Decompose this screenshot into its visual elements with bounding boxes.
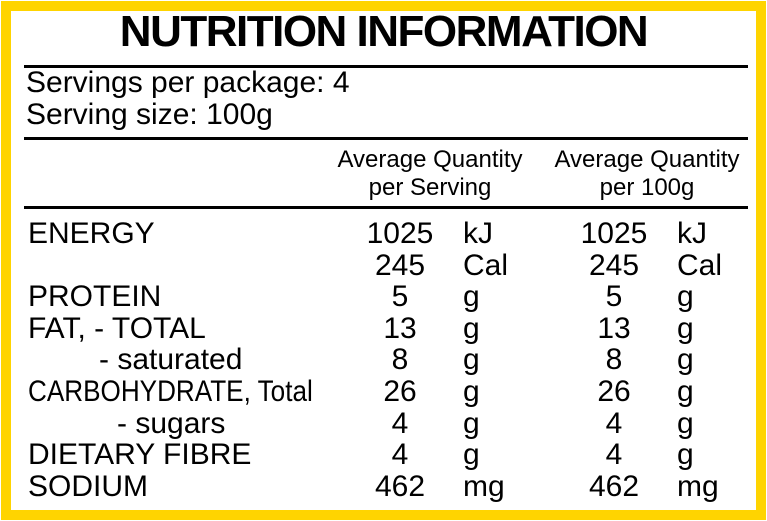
title-divider [24, 65, 748, 68]
per100g-value: 26 [597, 374, 631, 408]
servings-per-package-text: Servings per package: 4 [26, 66, 350, 99]
table-row-energy: ENERGY 1025 kJ 1025 kJ [0, 218, 767, 250]
column-header-per-serving-line2: per Serving [368, 174, 492, 201]
table-row-fat-total: FAT, - TOTAL 13 g 13 g [0, 313, 767, 345]
per100g-value: 462 [588, 469, 640, 503]
per100g-value: 5 [605, 280, 623, 314]
serving-value: 26 [383, 374, 417, 408]
serving-unit: kJ [463, 217, 493, 250]
table-row-protein: PROTEIN 5 g 5 g [0, 281, 767, 313]
panel-title: NUTRITION INFORMATION [119, 7, 649, 56]
serving-unit: g [463, 280, 480, 314]
column-header-per-serving: Average Quantity per Serving [330, 146, 530, 202]
column-header-per-serving-line1: Average Quantity [337, 146, 523, 173]
per100g-value: 4 [605, 406, 623, 440]
table-row-sodium: SODIUM 462 mg 462 mg [0, 471, 767, 503]
serving-value: 4 [391, 406, 409, 440]
serving-unit: g [463, 311, 480, 345]
per100g-value: 8 [605, 343, 623, 377]
serving-value: 1025 [366, 217, 434, 250]
per100g-unit: Cal [677, 248, 723, 282]
per100g-unit: g [677, 343, 694, 377]
per100g-value: 4 [605, 438, 623, 472]
row-label: SODIUM [28, 469, 148, 503]
serving-value: 4 [391, 438, 409, 472]
row-label: - sugars [117, 406, 226, 440]
table-row-carbohydrate-sugars: - sugars 4 g 4 g [0, 406, 767, 440]
serving-info-divider [24, 137, 748, 140]
row-label: CARBOHYDRATE, Total [28, 374, 313, 408]
row-label: DIETARY FIBRE [28, 438, 252, 472]
table-row-carbohydrate-total: CARBOHYDRATE, Total 26 g 26 g [0, 376, 767, 408]
row-label: PROTEIN [28, 280, 162, 314]
serving-value: 245 [374, 248, 426, 282]
serving-unit: g [463, 343, 480, 377]
per100g-unit: mg [677, 469, 719, 503]
per100g-unit: g [677, 374, 694, 408]
serving-unit: mg [463, 469, 505, 503]
per100g-unit: g [677, 406, 694, 440]
table-row-dietary-fibre: DIETARY FIBRE 4 g 4 g [0, 439, 767, 471]
serving-unit: g [463, 438, 480, 472]
per100g-value: 245 [588, 248, 640, 282]
header-divider [24, 206, 748, 209]
serving-value: 8 [391, 343, 409, 377]
per100g-unit: kJ [677, 217, 707, 250]
per100g-unit: g [677, 311, 694, 345]
table-row-fat-saturated: - saturated 8 g 8 g [0, 344, 767, 376]
per100g-unit: g [677, 438, 694, 472]
column-header-per-100g: Average Quantity per 100g [547, 146, 747, 202]
serving-value: 462 [374, 469, 426, 503]
per100g-value: 13 [597, 311, 631, 345]
column-header-per-100g-line1: Average Quantity [554, 146, 740, 173]
column-header-per-100g-line2: per 100g [599, 174, 695, 201]
row-label: FAT, - TOTAL [28, 311, 206, 345]
serving-size-text: Serving size: 100g [26, 98, 273, 131]
table-row-energy-cal: 245 Cal 245 Cal [0, 248, 767, 282]
serving-value: 13 [383, 311, 417, 345]
row-label: - saturated [99, 343, 243, 377]
serving-value: 5 [391, 280, 409, 314]
serving-unit: g [463, 374, 480, 408]
serving-unit: g [463, 406, 480, 440]
nutrition-table-body: ENERGY 1025 kJ 1025 kJ 245 Cal 245 Cal P… [0, 218, 767, 502]
per100g-value: 1025 [580, 217, 648, 250]
row-label: ENERGY [28, 217, 155, 250]
serving-unit: Cal [463, 248, 509, 282]
per100g-unit: g [677, 280, 694, 314]
